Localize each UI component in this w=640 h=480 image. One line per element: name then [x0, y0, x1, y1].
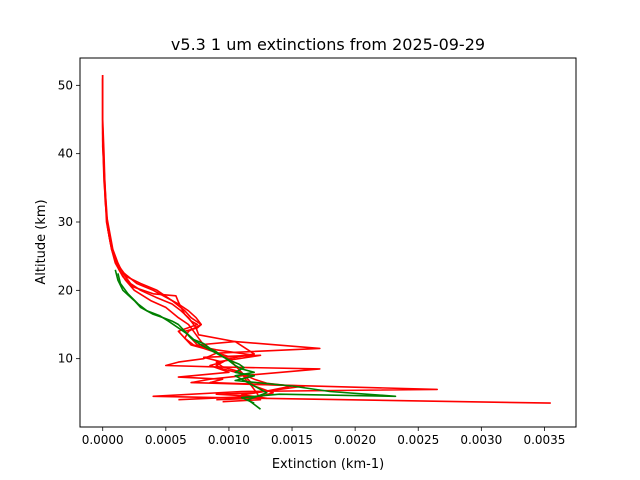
x-tick-label: 0.0025 — [397, 433, 439, 447]
x-tick-label: 0.0020 — [334, 433, 376, 447]
x-tick-label: 0.0035 — [523, 433, 565, 447]
x-tick-label: 0.0010 — [208, 433, 250, 447]
y-tick-label: 40 — [58, 147, 73, 161]
profile-line-red-5 — [101, 75, 293, 400]
x-axis-ticks: 0.0000 0.0005 0.0010 0.0015 0.0020 0.0025 0.00… — [82, 427, 565, 447]
y-tick-label: 10 — [58, 352, 73, 366]
plot-lines — [101, 75, 551, 410]
y-axis-ticks: 10 20 30 40 50 — [58, 78, 80, 366]
x-tick-label: 0.0005 — [145, 433, 187, 447]
profile-line-red-4 — [101, 78, 306, 401]
y-tick-label: 30 — [58, 215, 73, 229]
y-tick-label: 50 — [58, 78, 73, 92]
plot-frame — [79, 57, 577, 428]
chart-title: v5.3 1 um extinctions from 2025-09-29 — [171, 35, 485, 54]
x-tick-label: 0.0000 — [82, 433, 124, 447]
x-tick-label: 0.0030 — [460, 433, 502, 447]
y-axis-label: Altitude (km) — [34, 199, 49, 284]
y-tick-label: 20 — [58, 283, 73, 297]
x-tick-label: 0.0015 — [271, 433, 313, 447]
profile-line-green-7 — [117, 273, 397, 404]
x-axis-label: Extinction (km-1) — [272, 457, 384, 472]
